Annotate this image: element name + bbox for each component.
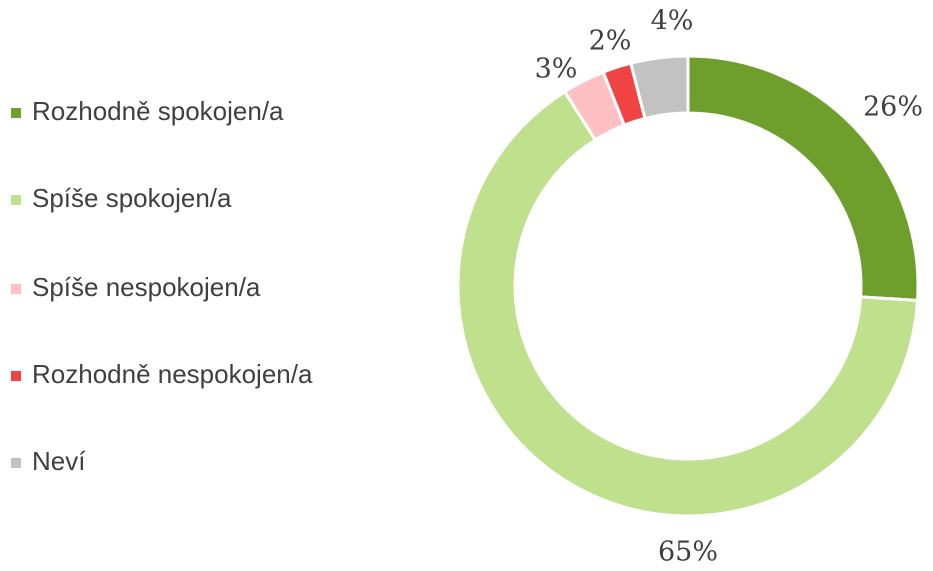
legend-swatch [11, 371, 21, 381]
value-label: 4% [651, 6, 694, 37]
value-label: 65% [658, 537, 718, 568]
value-label: 3% [535, 54, 578, 85]
donut-slice [628, 54, 690, 121]
value-label: 2% [589, 26, 632, 57]
donut-slice [456, 89, 920, 518]
legend-label: Spíše spokojen/a [32, 183, 232, 213]
value-label: 26% [863, 92, 923, 123]
legend-label: Spíše nespokojen/a [32, 272, 261, 302]
legend-swatch [11, 458, 21, 468]
legend-swatch [11, 108, 21, 118]
legend-label: Rozhodně spokojen/a [32, 96, 284, 126]
legend-swatch [11, 284, 21, 294]
legend-swatch [11, 195, 21, 205]
legend-label: Neví [32, 446, 86, 476]
legend-label: Rozhodně nespokojen/a [32, 359, 313, 389]
